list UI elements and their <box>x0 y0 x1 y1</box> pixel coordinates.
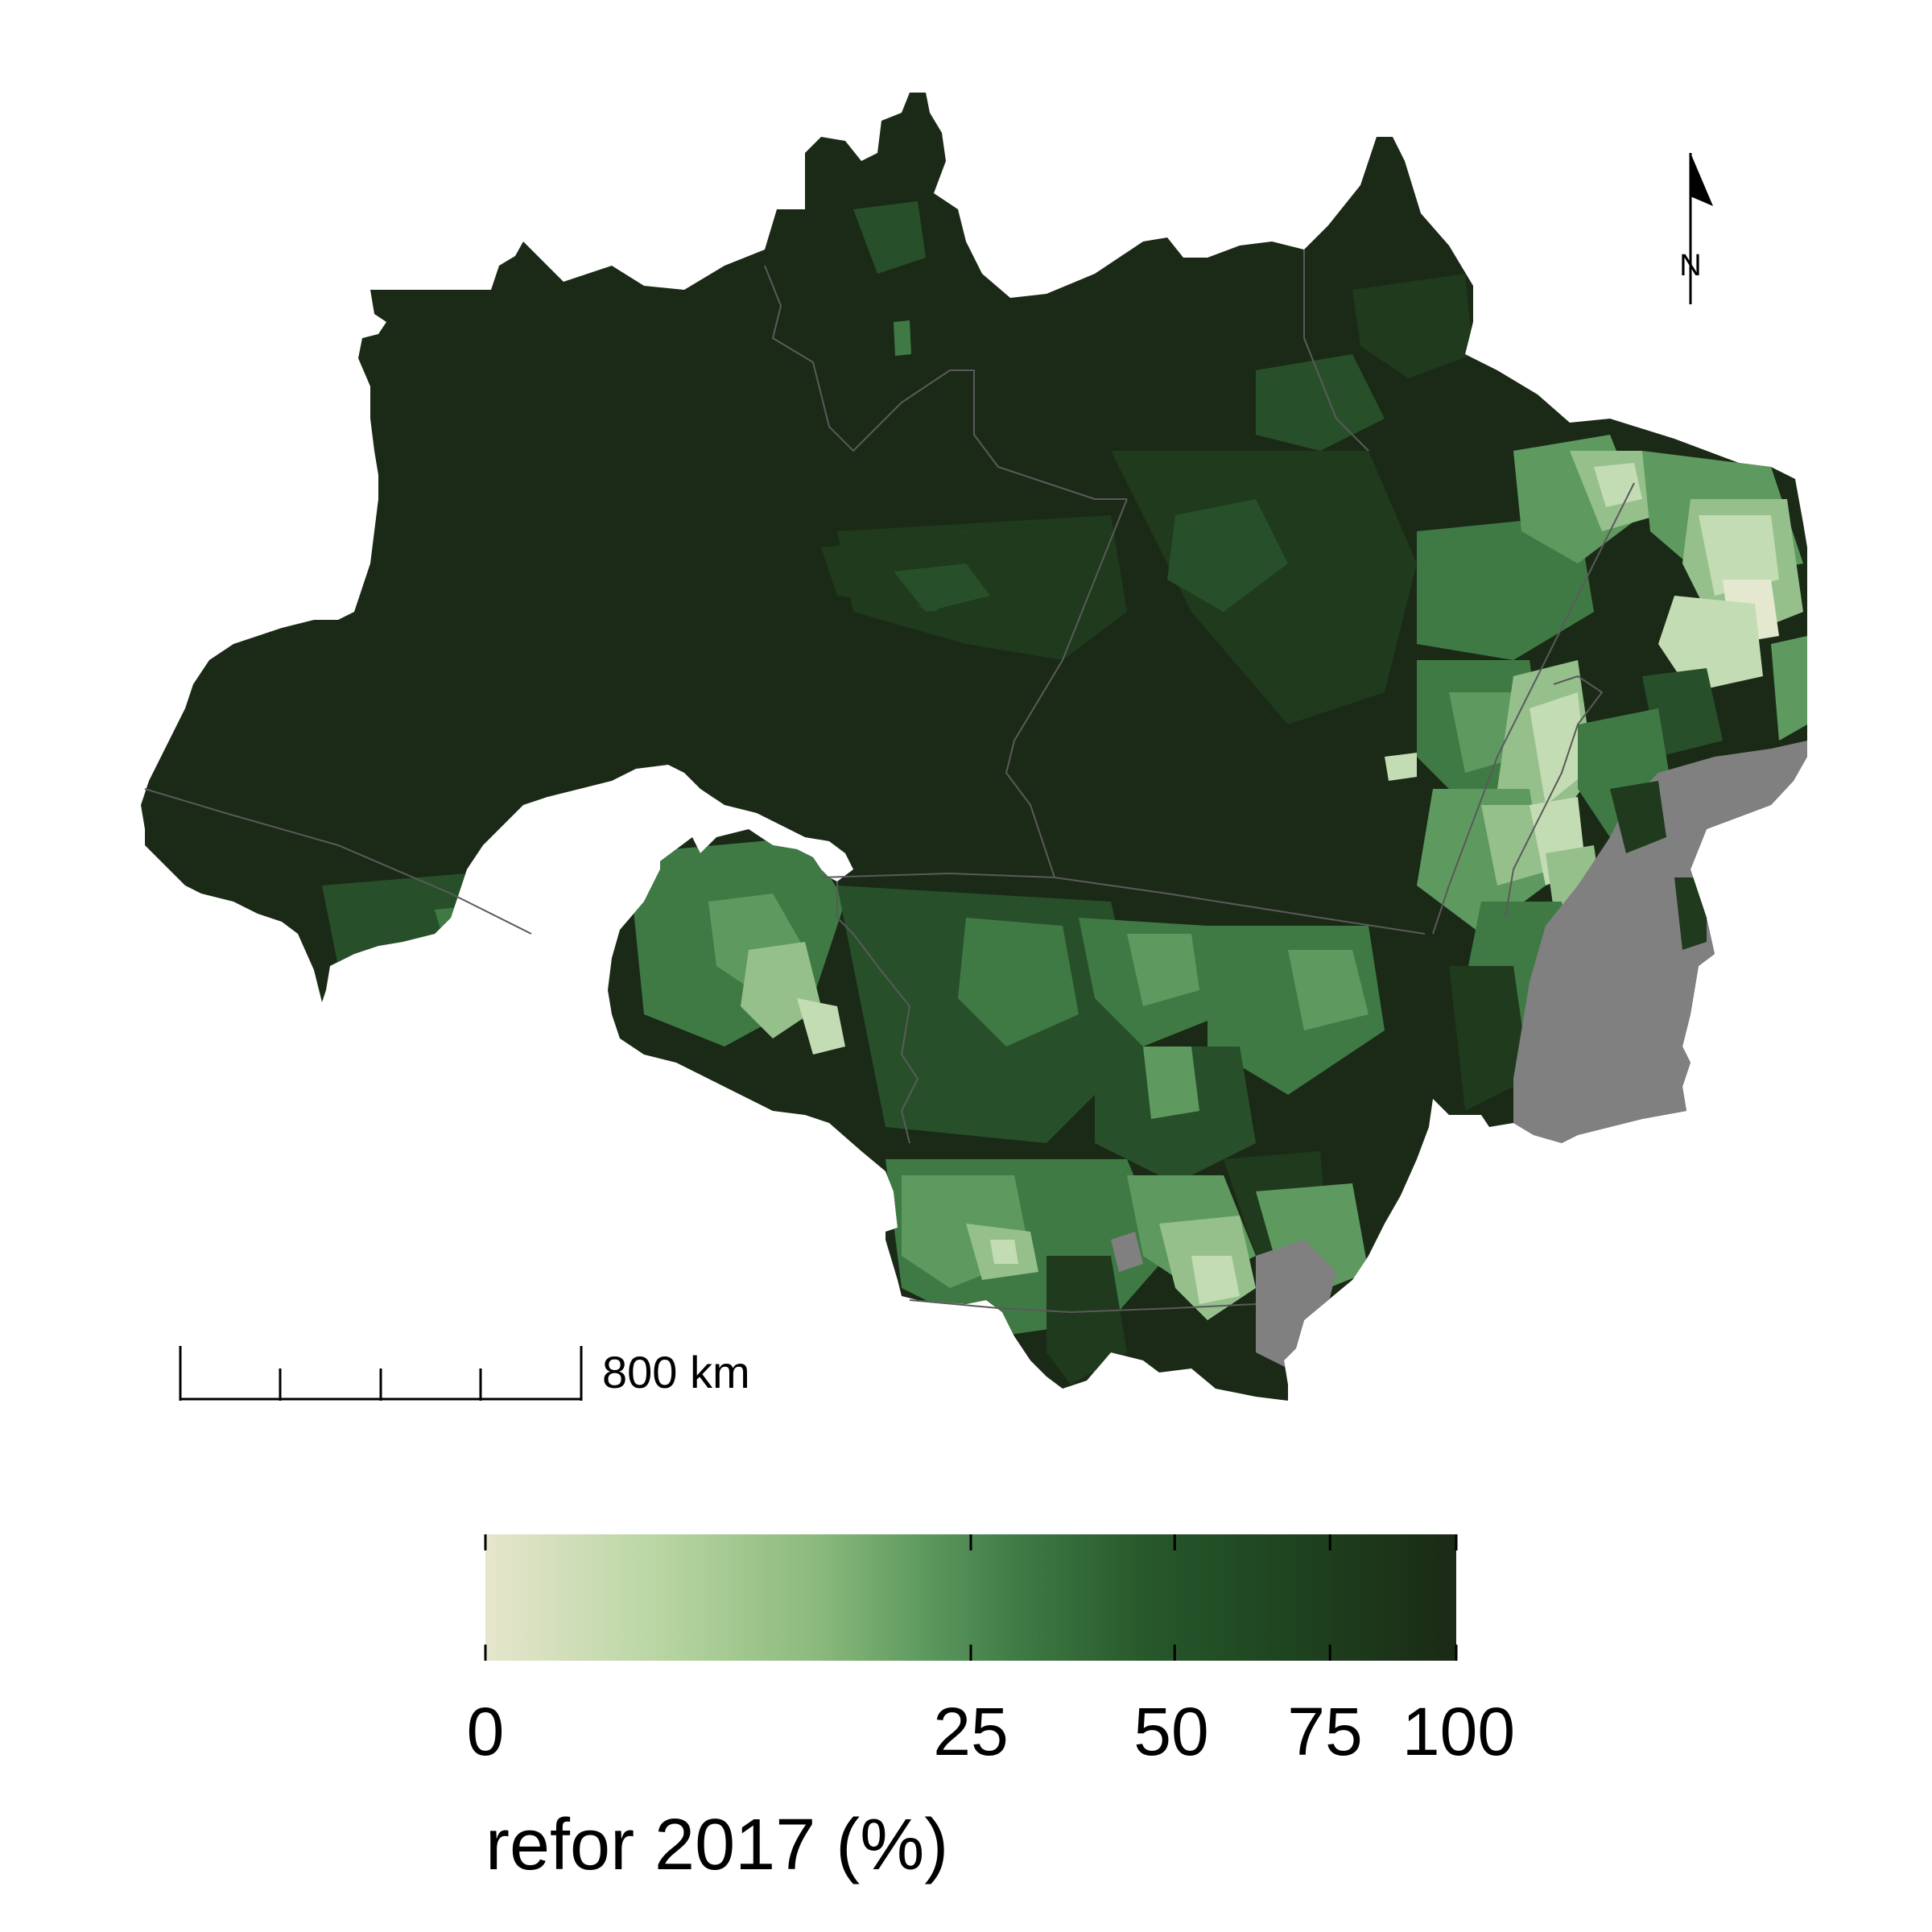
patch-to-light <box>1385 753 1417 781</box>
north-arrow-head <box>1690 153 1713 206</box>
border-am-mt <box>820 872 1426 935</box>
patch-to-2 <box>1530 692 1586 805</box>
legal-amazon-map <box>141 93 1807 1401</box>
border-ro-mt <box>836 881 919 1144</box>
legend-tick-label-100: 100 <box>1402 1694 1515 1769</box>
legend-tick-label-75: 75 <box>1287 1694 1362 1769</box>
legend-tick-label-50: 50 <box>1133 1694 1208 1769</box>
patch-rr <box>853 201 926 274</box>
patch-ma-4 <box>1594 463 1642 507</box>
patch-mt-2 <box>958 918 1079 1046</box>
patch-ma-10 <box>1771 636 1807 741</box>
legend-title: refor 2017 (%) <box>485 1805 948 1885</box>
no-data-mt <box>1111 1232 1143 1272</box>
border-mt-ms <box>909 1299 1257 1314</box>
legend-ticks <box>484 1534 1458 1661</box>
patch-mt-6 <box>1288 950 1368 1030</box>
patch-mt-south-g <box>1191 1256 1240 1304</box>
no-data-east <box>1513 741 1807 1143</box>
patch-para-mid2 <box>1167 499 1288 612</box>
legend-tick-label-25: 25 <box>933 1694 1008 1769</box>
patch-acre-b <box>435 902 523 966</box>
region-base <box>141 93 1807 1401</box>
municipality-patches <box>322 201 1807 1385</box>
patch-mt-south-h <box>1046 1256 1127 1385</box>
patch-to-9 <box>1449 966 1530 1111</box>
border-ap <box>1303 250 1369 452</box>
patch-ma-dark-b <box>1674 877 1707 950</box>
patch-rr-light <box>894 320 911 356</box>
patch-para-mid3 <box>1256 354 1385 451</box>
legend: 0 25 50 75 100 refor 2017 (%) <box>467 1534 1515 1885</box>
patch-ma-dark-a <box>1610 781 1666 853</box>
patch-ma-7 <box>1699 515 1779 596</box>
north-arrow-label: N <box>1679 249 1701 283</box>
patch-acre <box>322 869 531 982</box>
state-borders <box>144 250 1635 1314</box>
patch-ma-9 <box>1658 596 1763 692</box>
patch-ma-1 <box>1417 515 1594 660</box>
patch-mt-8 <box>1143 1046 1199 1119</box>
border-acre-am <box>144 788 532 935</box>
scale-bar-label: 800 km <box>602 1347 750 1397</box>
patch-rondonia-d <box>797 998 845 1055</box>
legend-colorbar <box>485 1534 1456 1661</box>
patch-rondonia-c <box>741 942 821 1038</box>
patch-mt-south-d <box>990 1240 1018 1264</box>
north-arrow: N <box>1679 153 1713 304</box>
patch-amapa <box>1352 274 1473 378</box>
border-to-ma <box>1505 675 1604 919</box>
border-am-pa <box>1005 498 1128 878</box>
border-pa-to <box>1432 482 1635 935</box>
legend-tick-label-0: 0 <box>467 1694 505 1769</box>
scale-bar <box>179 1346 583 1401</box>
patch-mt-4 <box>1127 934 1199 1006</box>
border-rr <box>764 265 1127 500</box>
patch-am-2 <box>894 564 990 612</box>
